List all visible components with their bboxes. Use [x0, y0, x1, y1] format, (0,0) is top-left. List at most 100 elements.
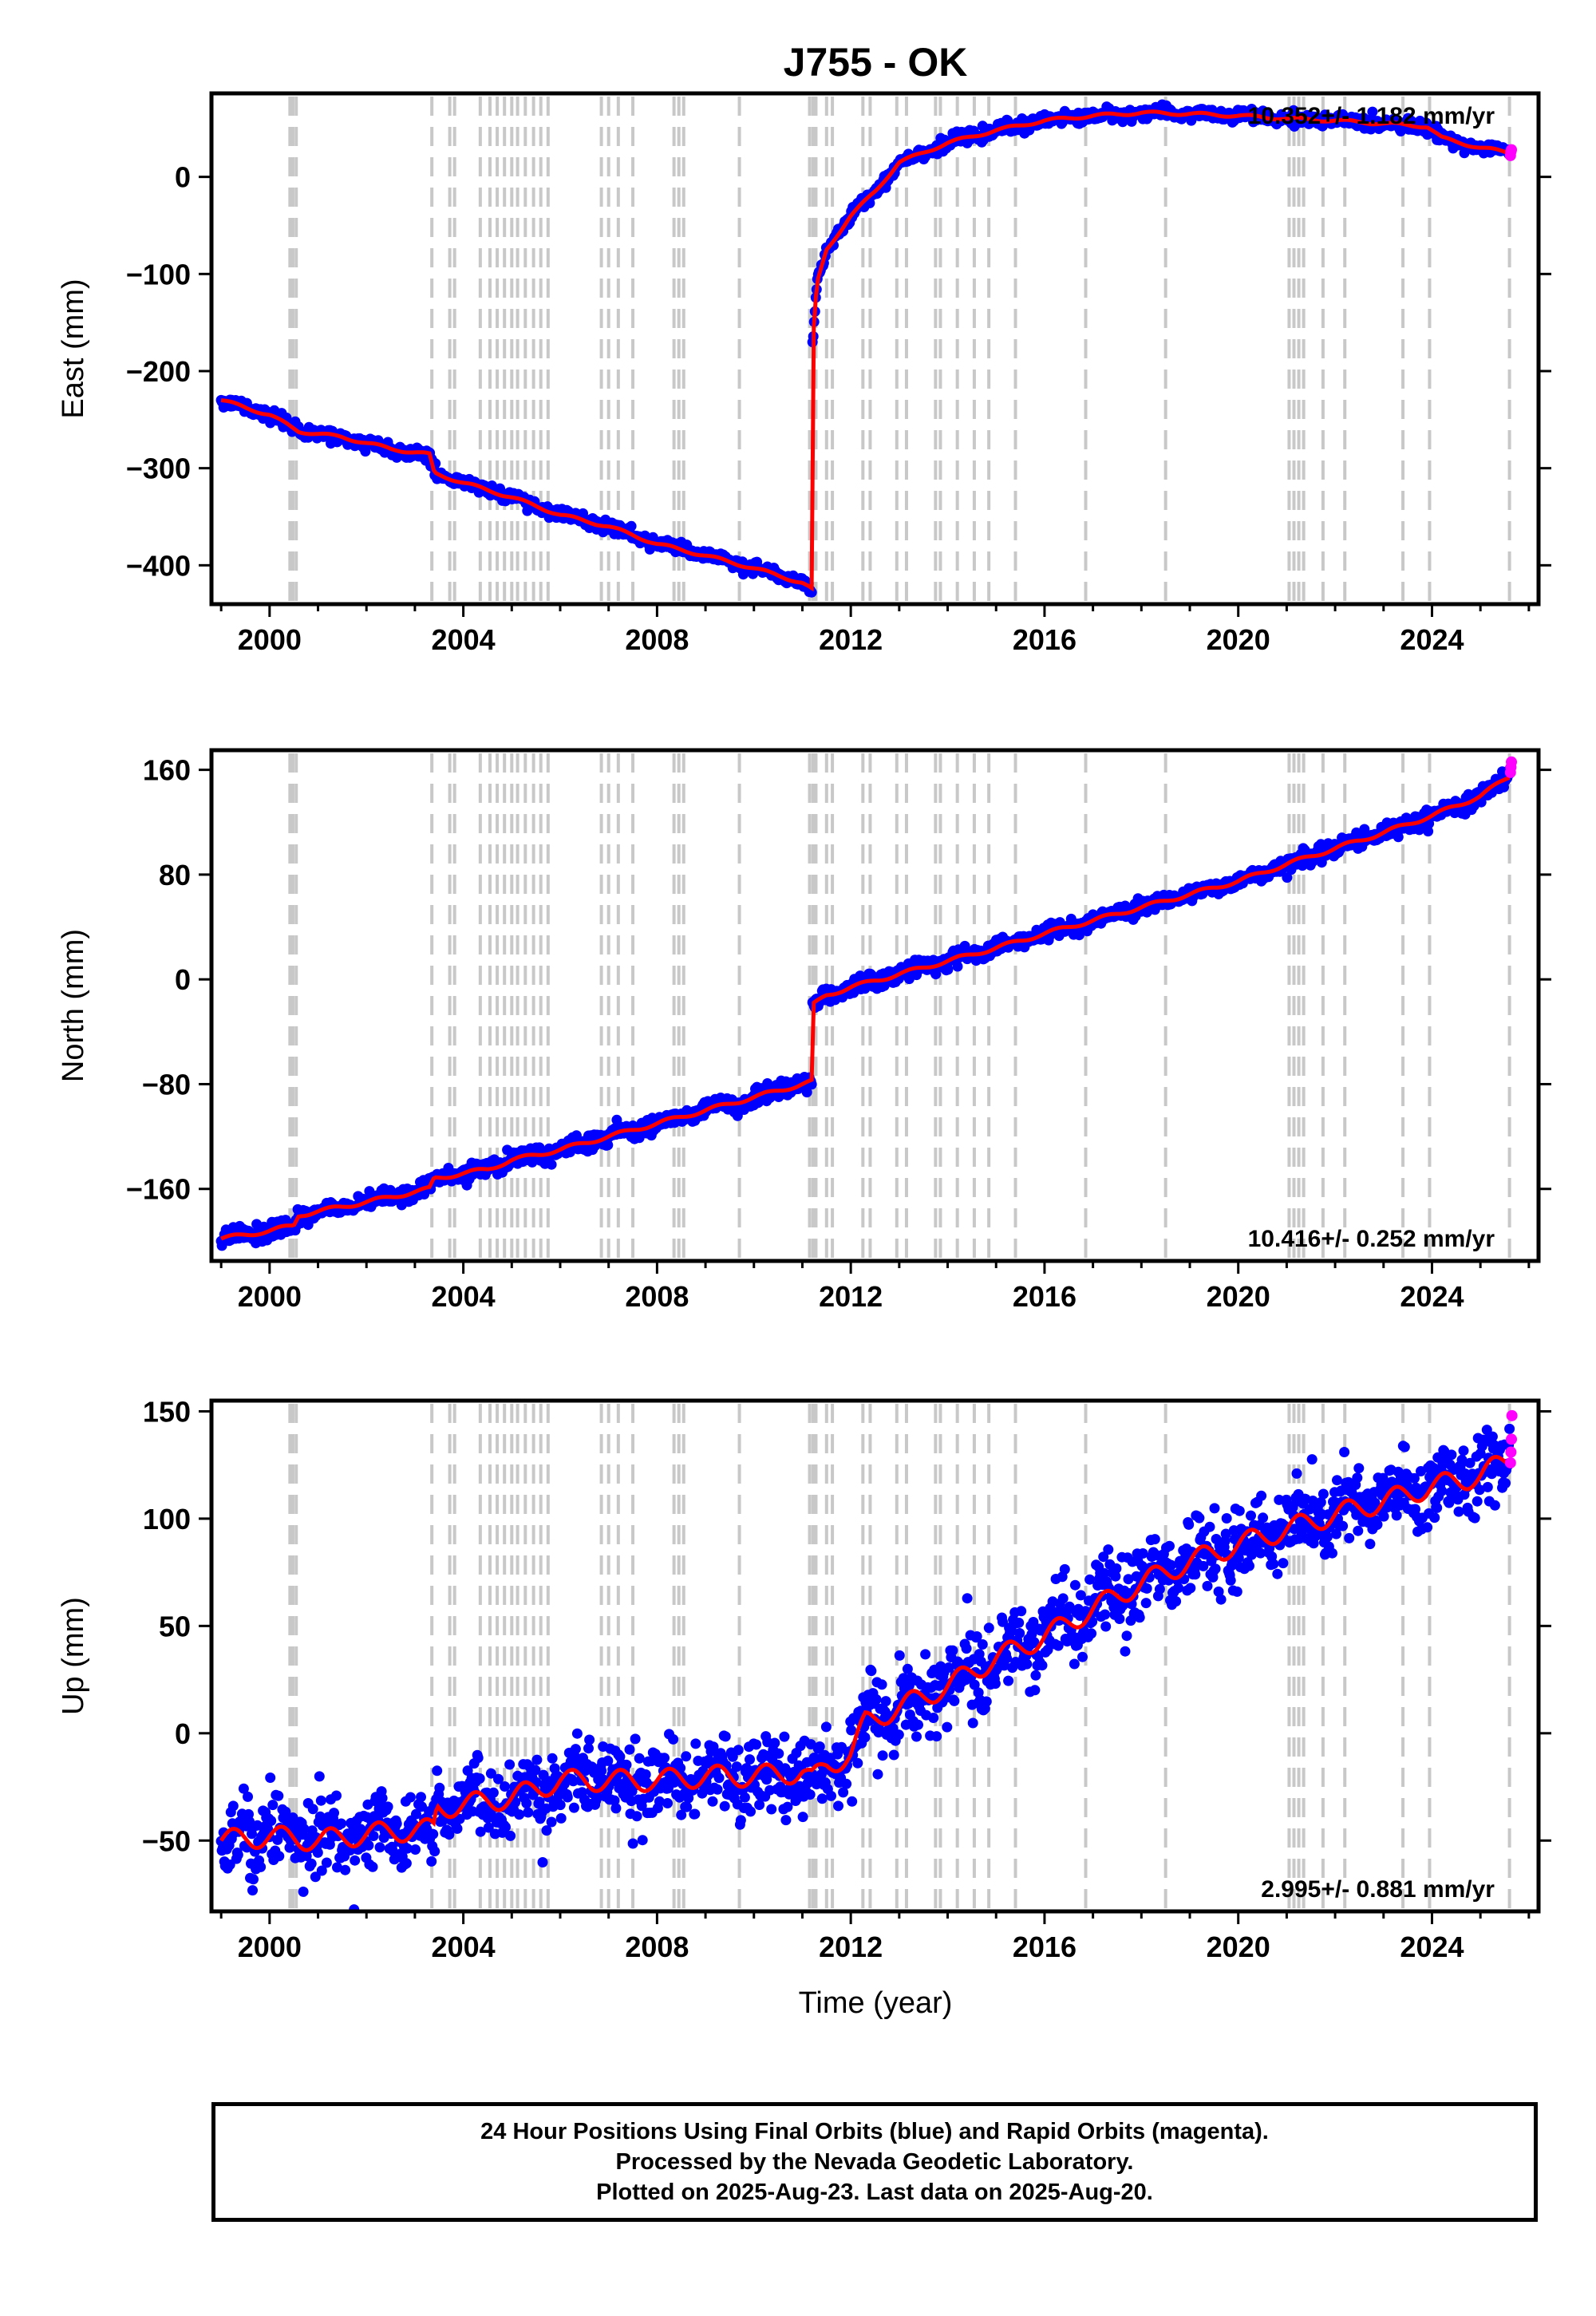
- data-point: [416, 1792, 426, 1803]
- data-point: [1021, 1658, 1033, 1670]
- data-point: [952, 961, 963, 972]
- data-point: [583, 1743, 594, 1754]
- data-point: [332, 1862, 342, 1873]
- data-point: [1344, 1532, 1355, 1543]
- y-tick-label: −160: [126, 1173, 191, 1206]
- data-point: [806, 587, 817, 598]
- data-point: [1164, 1540, 1175, 1551]
- x-tick-label: 2012: [819, 1280, 883, 1313]
- data-point: [485, 1768, 496, 1779]
- data-point: [1141, 1583, 1152, 1594]
- data-point: [1365, 1539, 1376, 1550]
- rate-label: 10.416+/- 0.252 mm/yr: [1248, 1226, 1495, 1252]
- data-point: [690, 1738, 701, 1749]
- data-point: [1282, 872, 1293, 883]
- data-point: [949, 1695, 960, 1706]
- data-point: [521, 1798, 532, 1808]
- data-point: [306, 1858, 317, 1869]
- data-point: [797, 1812, 808, 1823]
- data-point: [1332, 1475, 1342, 1486]
- data-point: [745, 1806, 756, 1817]
- data-point: [273, 1790, 284, 1801]
- data-point: [568, 1802, 579, 1813]
- data-point: [549, 1763, 560, 1774]
- final-orbit-points: [215, 765, 1515, 1251]
- data-point: [340, 1864, 351, 1875]
- data-point: [708, 1741, 719, 1753]
- data-point: [1209, 1503, 1220, 1514]
- data-point: [683, 1792, 694, 1804]
- x-tick-label: 2020: [1207, 623, 1270, 656]
- panel-up: 2000 2004 2008 2012 2016 2020 2024−50050100150…: [57, 1395, 1551, 1963]
- data-point: [804, 1789, 816, 1800]
- data-point: [621, 1759, 632, 1770]
- data-point: [779, 1731, 790, 1742]
- data-point: [444, 1829, 455, 1840]
- data-point: [707, 1796, 718, 1807]
- data-point: [942, 1721, 953, 1733]
- data-point: [1423, 826, 1434, 837]
- data-point: [947, 1645, 958, 1656]
- data-point: [1137, 1548, 1148, 1559]
- data-point: [602, 1140, 614, 1151]
- data-point: [681, 1751, 692, 1762]
- data-point: [531, 1754, 543, 1765]
- y-tick-label: −200: [126, 355, 191, 388]
- data-point: [962, 1593, 973, 1604]
- data-point: [410, 1844, 421, 1855]
- data-point: [505, 1830, 516, 1841]
- data-point: [555, 1812, 567, 1824]
- data-point: [1436, 1485, 1448, 1496]
- data-point: [493, 1773, 504, 1784]
- data-point: [500, 1781, 510, 1792]
- data-point: [1272, 1568, 1283, 1579]
- x-ticks: 2000 2004 2008 2012 2016 2020 2024: [219, 604, 1531, 656]
- data-point: [405, 1792, 416, 1803]
- data-point: [766, 1804, 777, 1815]
- data-point: [368, 1831, 379, 1841]
- data-point: [1190, 1569, 1201, 1580]
- chart-title: J755 - OK: [784, 40, 968, 85]
- data-point: [1154, 1583, 1165, 1595]
- data-point: [893, 1729, 904, 1741]
- data-point: [504, 1759, 516, 1770]
- data-point: [942, 964, 954, 975]
- data-point: [274, 1851, 285, 1862]
- data-point: [1432, 1502, 1443, 1513]
- data-point: [243, 1791, 253, 1802]
- data-point: [920, 1649, 931, 1660]
- data-point: [429, 1846, 440, 1857]
- final-orbit-points: [215, 1423, 1515, 1911]
- data-point: [733, 1745, 744, 1756]
- data-point: [547, 1753, 558, 1764]
- data-point: [720, 1731, 731, 1742]
- data-point: [739, 1792, 750, 1803]
- data-point: [1268, 1559, 1279, 1570]
- model-fit-line: [220, 109, 1511, 592]
- data-point: [1003, 1675, 1014, 1686]
- data-point: [596, 1765, 607, 1777]
- data-point: [546, 1159, 557, 1170]
- data-point: [745, 1754, 755, 1765]
- data-point: [627, 1838, 638, 1849]
- data-point: [877, 1750, 888, 1761]
- data-point: [773, 1748, 784, 1759]
- data-point: [841, 1778, 852, 1789]
- data-point: [1171, 1596, 1182, 1607]
- data-point: [329, 1808, 339, 1819]
- data-point: [668, 1733, 679, 1745]
- data-point: [782, 1801, 793, 1812]
- data-point: [537, 1857, 548, 1867]
- data-point: [1327, 1547, 1337, 1559]
- data-point: [315, 1795, 326, 1806]
- data-point: [298, 1886, 309, 1897]
- data-point: [990, 1678, 1001, 1690]
- data-point: [238, 1783, 249, 1794]
- x-tick-label: 2020: [1207, 1280, 1270, 1313]
- data-point: [411, 1808, 421, 1820]
- data-point: [301, 1851, 312, 1861]
- data-point: [1077, 1651, 1088, 1662]
- data-point: [1210, 1563, 1221, 1575]
- data-point: [751, 1739, 762, 1750]
